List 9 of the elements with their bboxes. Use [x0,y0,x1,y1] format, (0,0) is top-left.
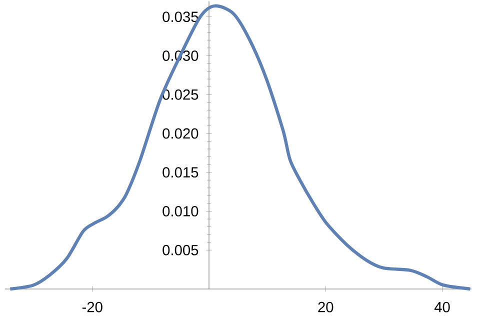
y-tick-label: 0.005 [162,244,198,256]
x-tick-label: -20 [82,302,102,312]
line-series [8,4,472,291]
x-tick-label: 40 [434,302,450,312]
y-tick-label: 0.020 [162,128,198,139]
y-tick-label: 0.015 [162,167,198,178]
y-tick-label: 0.010 [162,206,198,216]
x-tick-label: 20 [318,302,334,312]
y-tick-label: 0.035 [162,12,198,22]
